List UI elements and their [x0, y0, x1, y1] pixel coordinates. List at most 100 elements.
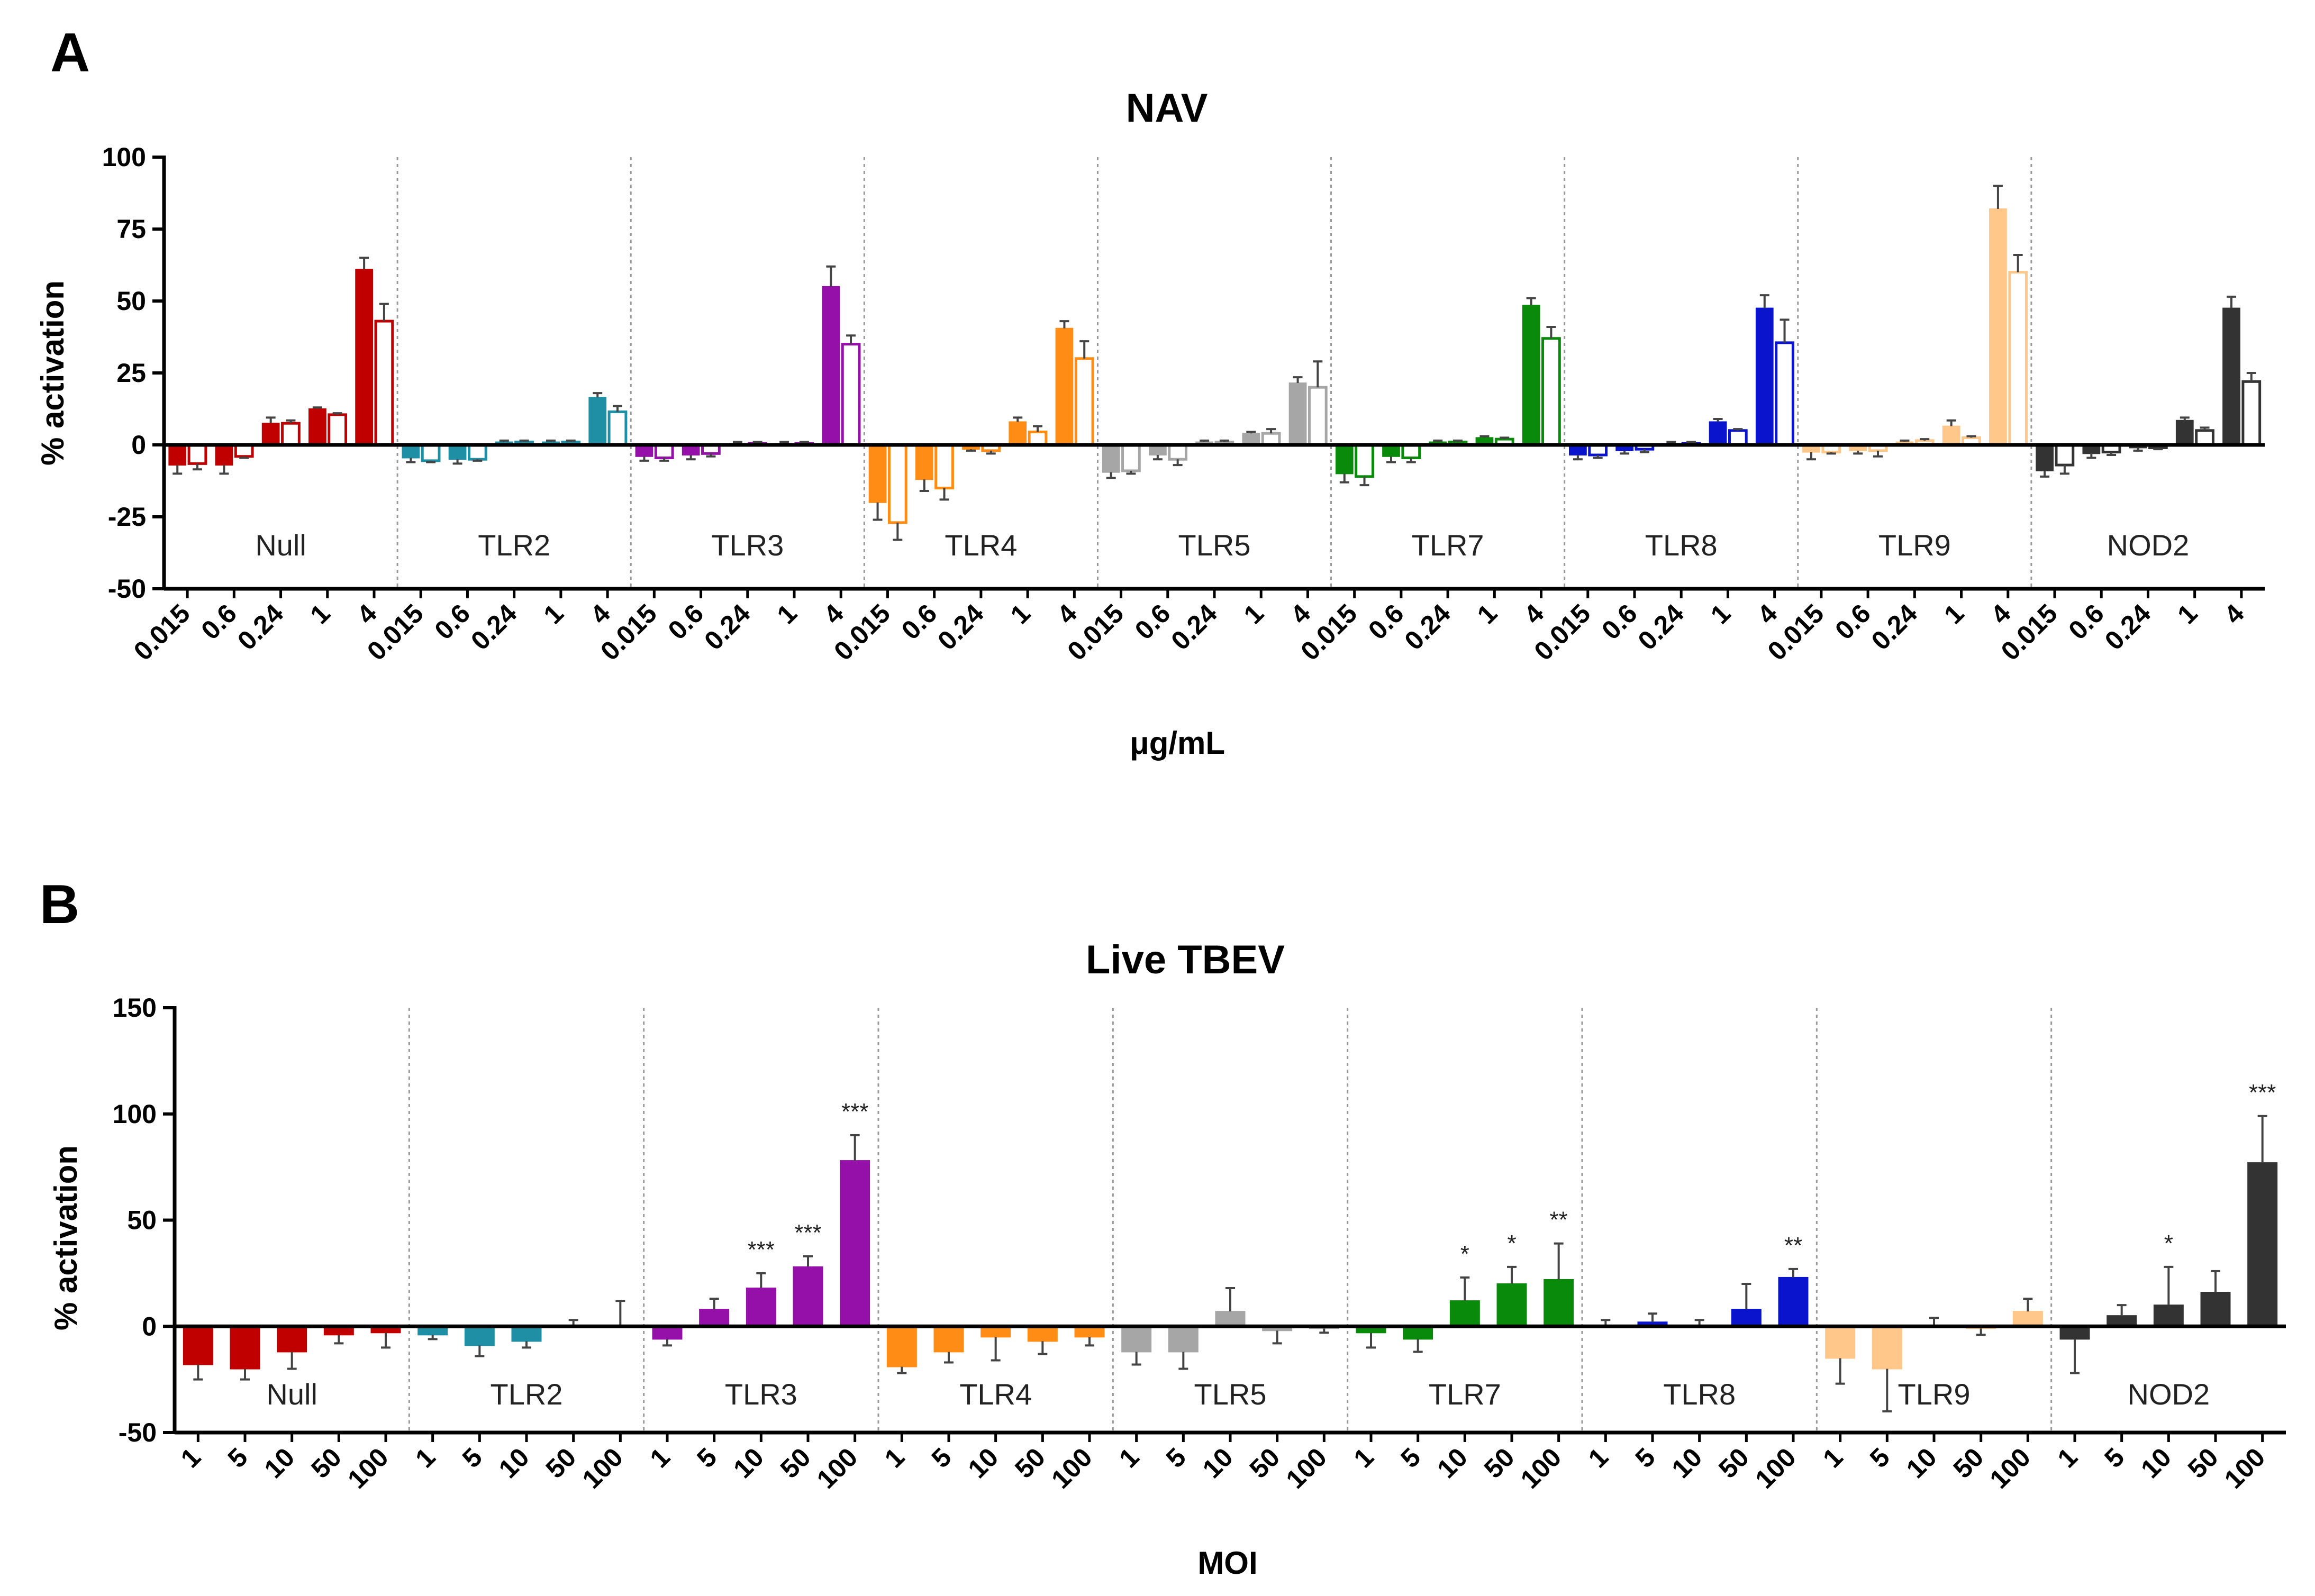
bar-Null-0.24-filled — [261, 423, 280, 446]
significance-label: * — [1507, 1230, 1516, 1256]
bar-TLR4-4-open — [1074, 357, 1094, 446]
group-label: TLR2 — [478, 528, 550, 562]
x-tick-label: 0.24 — [932, 598, 989, 656]
bar-Null-10-mean — [277, 1326, 307, 1353]
bar-TLR5-0.015-open — [1121, 443, 1141, 472]
bar-TLR7-5-mean — [1403, 1326, 1433, 1340]
x-tick-label: 10 — [493, 1442, 535, 1484]
bar-TLR5-4-open — [1308, 386, 1328, 446]
group-labels: Null TLR2 TLR3 TLR4 TLR5 TLR7 TLR8 TLR9 NOD2 — [255, 528, 2189, 562]
x-tick-label: 50 — [1244, 1442, 1286, 1484]
significance-label: * — [1460, 1241, 1469, 1267]
x-tick-label: 10 — [1197, 1442, 1239, 1484]
group-label: TLR4 — [959, 1378, 1032, 1411]
bar-TLR8-100-mean — [1778, 1276, 1809, 1327]
group-labels: Null TLR2 TLR3 TLR4 TLR5 TLR7 TLR8 TLR9 NOD2 — [266, 1378, 2210, 1411]
x-tick-label: 50 — [1478, 1442, 1520, 1484]
y-tick-label: 75 — [116, 214, 146, 244]
x-tick-label: 0.24 — [698, 598, 756, 656]
x-tick-label: 1 — [175, 1442, 206, 1473]
group-label: TLR4 — [945, 528, 1017, 562]
y-tick-label: 0 — [142, 1311, 157, 1341]
x-tick-label: 50 — [1713, 1442, 1755, 1484]
bar-Null-4-filled — [355, 269, 373, 445]
y-axis-label: % activation — [48, 1145, 84, 1330]
significance-label: *** — [2249, 1080, 2276, 1106]
x-tick-label: 1 — [879, 1442, 910, 1473]
x-tick-label: 10 — [1901, 1442, 1942, 1484]
x-tick-label: 0.24 — [1399, 598, 1456, 656]
y-tick-label: 50 — [127, 1206, 157, 1235]
bars — [168, 185, 2262, 541]
x-tick-label: 5 — [1395, 1442, 1426, 1473]
group-label: TLR5 — [1194, 1378, 1267, 1411]
bar-TLR9-1-mean — [1825, 1326, 1856, 1359]
bar-TLR7-50-mean — [1496, 1283, 1527, 1327]
bar-NOD2-0.015-filled — [2036, 444, 2054, 471]
bar-Null-0.6-filled — [215, 444, 233, 466]
bar-NOD2-1-open — [2195, 429, 2214, 446]
x-tick-label: 4 — [818, 598, 849, 630]
x-axis-label: μg/mL — [1130, 725, 1225, 761]
x-tick-label: 4 — [1051, 598, 1083, 630]
x-tick-label: 5 — [1160, 1442, 1192, 1473]
bar-TLR5-1-mean — [1121, 1326, 1152, 1353]
x-tick-label: 50 — [775, 1442, 816, 1484]
x-tick-label: 5 — [926, 1442, 957, 1473]
x-tick-label: 1 — [1817, 1442, 1848, 1473]
x-tick-label: 1 — [410, 1442, 441, 1473]
x-tick-label: 10 — [2135, 1442, 2177, 1484]
x-tick-label: 4 — [1985, 598, 2016, 630]
group-label: TLR9 — [1898, 1378, 1971, 1411]
x-tick-label: 100 — [1281, 1442, 1333, 1494]
x-tick-label: 50 — [540, 1442, 582, 1484]
bar-TLR5-0.6-open — [1168, 443, 1188, 461]
bar-TLR7-100-mean — [1544, 1279, 1574, 1327]
bar-TLR9-1-filled — [1942, 425, 1960, 446]
axes — [162, 156, 2265, 591]
bar-TLR8-4-open — [1775, 341, 1794, 446]
x-tick-label: 5 — [2099, 1442, 2130, 1473]
group-label: TLR2 — [491, 1378, 563, 1411]
x-tick-label: 1 — [1238, 598, 1269, 630]
bar-NOD2-4-filled — [2222, 307, 2240, 445]
x-tick-label: 0.24 — [1866, 598, 1923, 656]
group-separators — [408, 1008, 2053, 1433]
bar-NOD2-1-mean — [2059, 1326, 2090, 1340]
bar-NOD2-1-filled — [2175, 419, 2194, 446]
y-tick-label: 25 — [116, 358, 146, 388]
bar-TLR3-1-mean — [652, 1326, 683, 1340]
x-tick-label: 0.24 — [2099, 598, 2157, 656]
bar-Null-0.015-filled — [168, 444, 187, 466]
group-separators — [396, 157, 2032, 589]
y-tick-label: 50 — [116, 286, 146, 316]
bar-TLR8-1-filled — [1709, 421, 1727, 445]
bar-NOD2-4-open — [2241, 380, 2262, 446]
group-label: TLR8 — [1645, 528, 1718, 562]
bar-TLR2-10-mean — [511, 1326, 542, 1342]
panel-b: B Live TBEV % activation MOI 150100500-5… — [40, 874, 2286, 1581]
group-label: TLR3 — [725, 1378, 797, 1411]
x-tick-label: 1 — [2172, 598, 2203, 630]
x-ticks: 0.015 0.60.24 1 40.015 0.60.24 1 40.015 0.60.24… — [128, 589, 2250, 666]
x-tick-label: 100 — [342, 1442, 394, 1494]
group-label: TLR8 — [1663, 1378, 1736, 1411]
bar-Null-0.015-open — [187, 443, 207, 465]
x-tick-label: 50 — [305, 1442, 347, 1484]
bar-TLR2-0.015-open — [421, 443, 441, 462]
group-label: TLR3 — [711, 528, 784, 562]
x-tick-label: 100 — [2219, 1442, 2271, 1494]
bar-Null-4-open — [374, 320, 394, 446]
bar-TLR5-10-mean — [1215, 1311, 1246, 1327]
significance-label: *** — [748, 1237, 775, 1263]
y-ticks: 150 100 50 0 -50 — [113, 993, 175, 1447]
bar-Null-5-mean — [230, 1326, 260, 1370]
y-tick-label: -25 — [108, 502, 146, 532]
x-tick-label: 5 — [1864, 1442, 1895, 1473]
y-tick-label: 150 — [113, 993, 157, 1023]
y-axis-label: % activation — [35, 280, 70, 466]
bars: ********** ***** **** — [183, 1080, 2278, 1412]
x-tick-label: 1 — [1583, 1442, 1614, 1473]
